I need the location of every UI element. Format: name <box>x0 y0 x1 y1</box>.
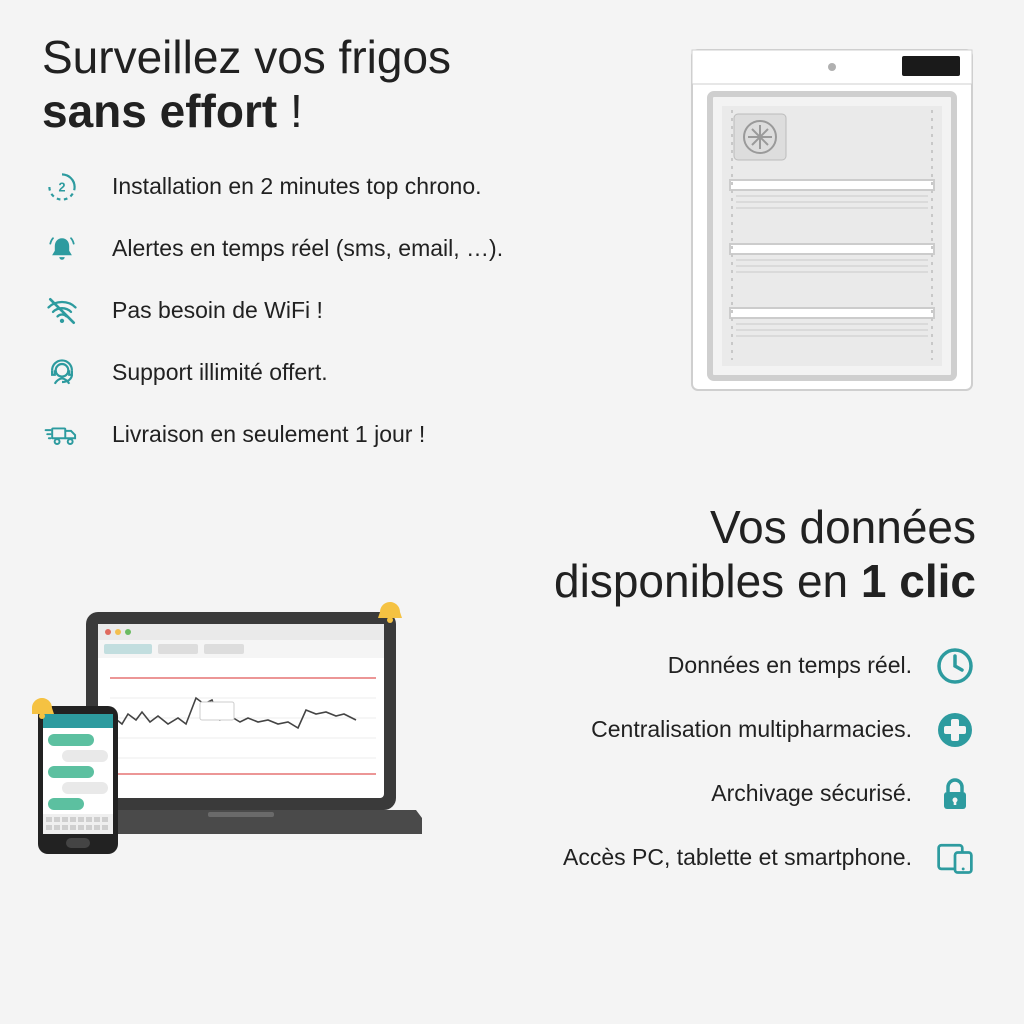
clock-icon <box>934 645 976 687</box>
title1-after: ! <box>277 85 303 137</box>
feature-support-text: Support illimité offert. <box>112 359 328 386</box>
frigo-section: Surveillez vos frigos sans effort ! 2 In… <box>42 30 982 490</box>
feature-delivery: Livraison en seulement 1 jour ! <box>42 415 982 455</box>
feature-realtime-text: Données en temps réel. <box>668 652 912 679</box>
support-headset-icon <box>42 353 82 393</box>
svg-text:2: 2 <box>58 180 65 194</box>
feature-archive-text: Archivage sécurisé. <box>711 780 912 807</box>
data-section: Vos données disponibles en 1 clic Donnée… <box>42 500 982 980</box>
section2-title: Vos données disponibles en 1 clic <box>42 500 976 609</box>
title2-line2-before: disponibles en <box>554 555 861 607</box>
title1-bold: sans effort <box>42 85 277 137</box>
bell-alert-icon <box>42 229 82 269</box>
feature-realtime: Données en temps réel. <box>668 645 976 687</box>
feature-devices-text: Accès PC, tablette et smartphone. <box>563 844 912 871</box>
lock-icon <box>934 773 976 815</box>
no-wifi-icon <box>42 291 82 331</box>
title2-line1: Vos données <box>710 501 976 553</box>
feature-devices: Accès PC, tablette et smartphone. <box>563 837 976 879</box>
feature-central-text: Centralisation multipharmacies. <box>591 716 912 743</box>
feature-delivery-text: Livraison en seulement 1 jour ! <box>112 421 425 448</box>
medical-plus-icon <box>934 709 976 751</box>
devices-icon <box>934 837 976 879</box>
devices-image <box>32 598 422 858</box>
feature-install-text: Installation en 2 minutes top chrono. <box>112 173 482 200</box>
feature-nowifi-text: Pas besoin de WiFi ! <box>112 297 323 324</box>
feature-alerts-text: Alertes en temps réel (sms, email, …). <box>112 235 503 262</box>
feature-archive: Archivage sécurisé. <box>711 773 976 815</box>
feature-central: Centralisation multipharmacies. <box>591 709 976 751</box>
title2-bold: 1 clic <box>861 555 976 607</box>
fast-delivery-icon <box>42 415 82 455</box>
fridge-image <box>682 40 982 400</box>
timer-2-icon: 2 <box>42 167 82 207</box>
title1-line1: Surveillez vos frigos <box>42 31 451 83</box>
